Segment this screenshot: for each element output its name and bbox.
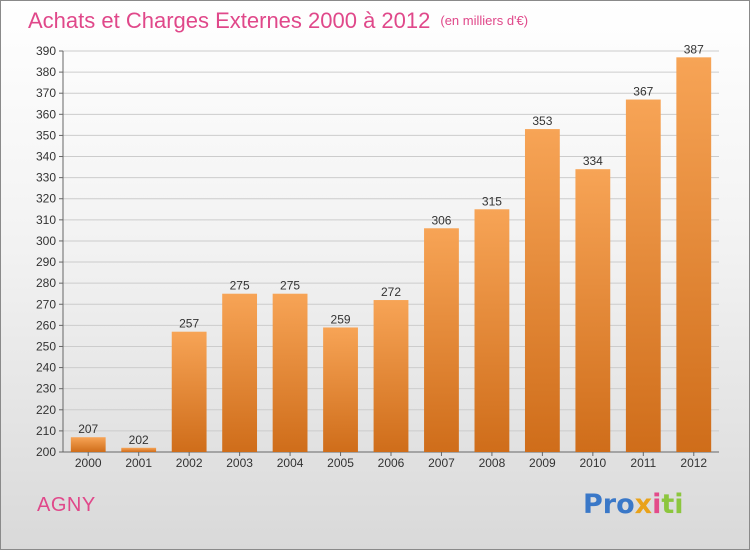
y-tick-label: 260 (36, 318, 56, 332)
x-tick-label: 2002 (176, 456, 203, 470)
y-tick-label: 350 (36, 128, 56, 142)
bar (625, 99, 661, 452)
bar-value-label: 334 (583, 154, 603, 168)
x-tick-label: 2012 (680, 456, 707, 470)
y-tick-label: 300 (36, 234, 56, 248)
bar (222, 293, 258, 452)
y-tick-label: 210 (36, 424, 56, 438)
bar (524, 129, 560, 452)
bar-value-label: 275 (280, 279, 300, 293)
x-tick-label: 2011 (630, 456, 656, 470)
x-tick-label: 2009 (529, 456, 556, 470)
bar-value-label: 207 (78, 422, 98, 436)
y-tick-label: 240 (36, 361, 56, 375)
x-tick-label: 2006 (378, 456, 405, 470)
y-tick-label: 250 (36, 339, 56, 353)
bar (70, 437, 106, 452)
bar-value-label: 272 (381, 285, 401, 299)
bar (424, 228, 459, 452)
bar-value-label: 315 (482, 194, 502, 208)
y-tick-label: 360 (36, 107, 56, 121)
bar-value-label: 306 (431, 213, 451, 227)
y-tick-label: 230 (36, 382, 56, 396)
y-tick-label: 380 (36, 65, 56, 79)
bar-value-label: 353 (532, 114, 552, 128)
bar (575, 169, 611, 453)
y-tick-label: 280 (36, 276, 56, 290)
y-tick-label: 390 (36, 44, 56, 58)
y-tick-label: 200 (36, 445, 56, 459)
bar-value-label: 275 (230, 279, 250, 293)
x-tick-label: 2000 (75, 456, 102, 470)
proxiti-logo[interactable]: Proxiti (583, 489, 684, 520)
bar-value-label: 387 (684, 42, 704, 56)
chart-unit: (en milliers d'€) (440, 13, 529, 28)
x-tick-label: 2007 (428, 456, 455, 470)
x-tick-label: 2004 (277, 456, 304, 470)
y-tick-label: 370 (36, 86, 56, 100)
x-tick-label: 2003 (226, 456, 253, 470)
x-tick-label: 2008 (479, 456, 506, 470)
bar (676, 57, 712, 453)
bar-value-label: 257 (179, 317, 199, 331)
bar (121, 447, 157, 452)
y-tick-label: 270 (36, 297, 56, 311)
bar-value-label: 259 (331, 312, 351, 326)
bar (171, 331, 207, 452)
bar (323, 327, 358, 452)
bar (272, 293, 308, 452)
y-tick-label: 310 (36, 213, 56, 227)
bar-value-label: 202 (129, 433, 149, 447)
chart-title-text: Achats et Charges Externes 2000 à 2012 (28, 8, 431, 33)
y-tick-label: 340 (36, 150, 56, 164)
x-tick-label: 2001 (125, 456, 152, 470)
y-tick-label: 320 (36, 192, 56, 206)
x-tick-label: 2005 (327, 456, 354, 470)
bar (474, 209, 510, 452)
bar-value-label: 367 (633, 85, 653, 99)
x-tick-label: 2010 (579, 456, 606, 470)
y-tick-label: 220 (36, 403, 56, 417)
chart-title: Achats et Charges Externes 2000 à 2012 (e… (28, 7, 528, 35)
y-tick-label: 330 (36, 171, 56, 185)
y-tick-label: 290 (36, 255, 56, 269)
bar (373, 300, 409, 452)
commune-name: AGNY (37, 494, 96, 516)
